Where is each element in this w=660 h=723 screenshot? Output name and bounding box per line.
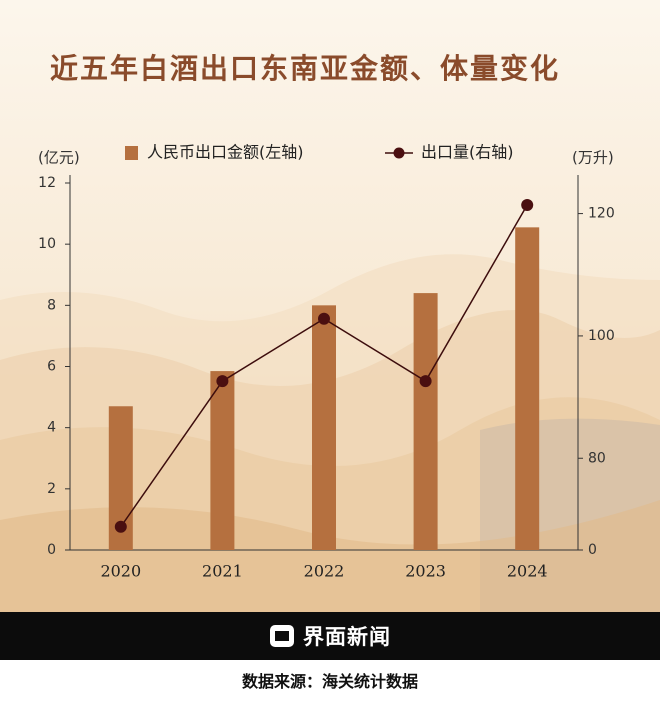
bar xyxy=(413,293,438,550)
legend-swatch xyxy=(125,146,138,160)
y-tick-label: 0 xyxy=(47,542,56,558)
brand-bar: 界面新闻 xyxy=(0,612,660,660)
x-tick-label: 2022 xyxy=(304,562,345,581)
y2-unit: (万升) xyxy=(572,149,614,167)
y2-tick-label: 0 xyxy=(588,542,597,558)
y-tick-label: 12 xyxy=(38,175,56,191)
legend-label: 人民币出口金额(左轴) xyxy=(147,143,304,162)
line-point xyxy=(318,312,330,325)
bar xyxy=(312,305,336,550)
x-tick-label: 2021 xyxy=(202,562,243,581)
y-tick-label: 6 xyxy=(47,359,56,375)
legend-label: 出口量(右轴) xyxy=(421,143,514,162)
y-tick-label: 2 xyxy=(47,481,56,497)
y2-tick-label: 80 xyxy=(588,450,606,466)
y-tick-label: 4 xyxy=(47,420,56,436)
y-unit: (亿元) xyxy=(38,149,80,167)
line-point xyxy=(419,375,432,388)
bar xyxy=(515,227,540,551)
hill xyxy=(0,500,660,612)
x-tick-label: 2023 xyxy=(405,562,446,581)
line-point xyxy=(114,520,127,533)
source: 数据来源：海关统计数据 xyxy=(241,672,418,691)
y2-tick-label: 100 xyxy=(588,328,615,344)
brand-logo xyxy=(270,625,294,647)
x-tick-label: 2020 xyxy=(100,562,141,581)
y-tick-label: 10 xyxy=(38,236,56,252)
brand: 界面新闻 xyxy=(303,625,391,649)
y-tick-label: 8 xyxy=(47,297,56,313)
y2-tick-label: 120 xyxy=(588,206,615,222)
x-tick-label: 2024 xyxy=(507,562,548,581)
legend-swatch xyxy=(393,147,405,159)
bar xyxy=(210,371,235,550)
line-point xyxy=(216,375,229,388)
chart-title: 近五年白酒出口东南亚金额、体量变化 xyxy=(50,52,560,85)
chart: 近五年白酒出口东南亚金额、体量变化 (亿元) (万升) 024681012080… xyxy=(0,0,660,612)
line-point xyxy=(521,199,534,212)
